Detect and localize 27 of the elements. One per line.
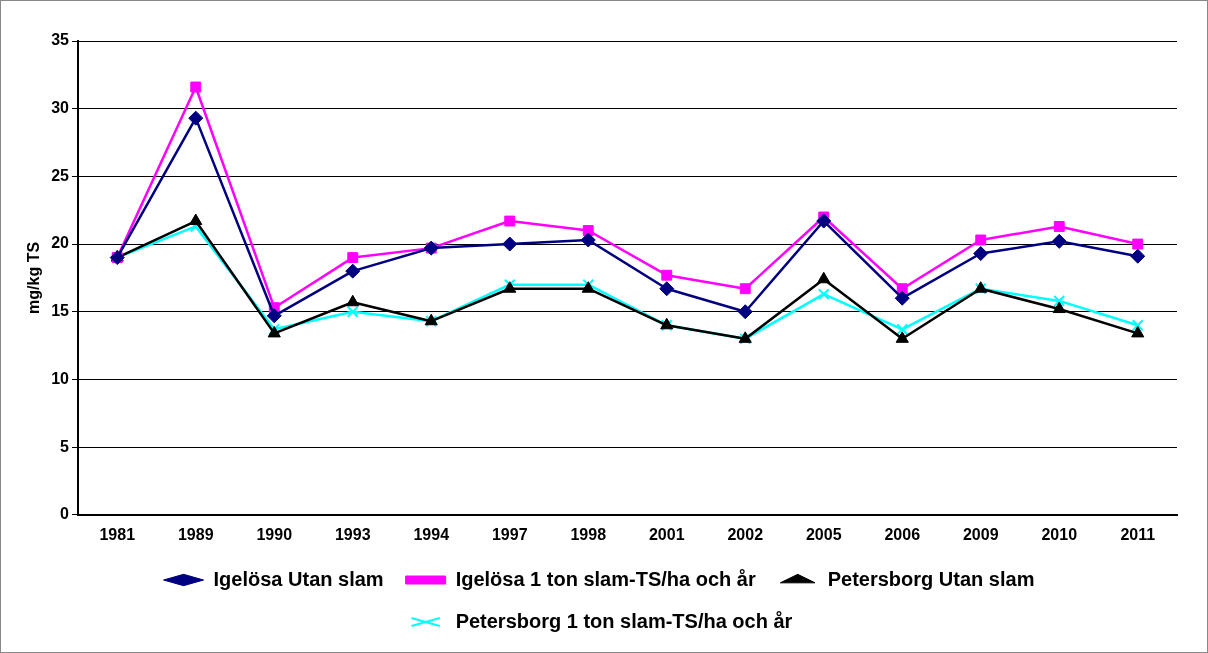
legend-label: Igelösa 1 ton slam-TS/ha och år xyxy=(455,567,756,590)
y-tick-label: 25 xyxy=(51,166,70,184)
y-tick-label: 20 xyxy=(51,234,70,252)
x-tick-label: 2001 xyxy=(648,525,685,543)
x-tick-label: 2009 xyxy=(962,525,999,543)
y-tick-label: 30 xyxy=(51,99,70,117)
x-tick-label: 1981 xyxy=(99,525,136,543)
x-tick-label: 1997 xyxy=(491,525,528,543)
y-tick-label: 35 xyxy=(51,31,70,49)
y-tick-label: 0 xyxy=(60,505,70,523)
x-tick-label: 2011 xyxy=(1120,525,1156,543)
y-axis-title: mg/kg TS xyxy=(25,241,43,314)
x-tick-label: 2005 xyxy=(805,525,842,543)
y-tick-label: 10 xyxy=(51,369,70,387)
y-tick-label: 5 xyxy=(60,437,70,455)
x-tick-label: 2006 xyxy=(884,525,921,543)
x-tick-label: 1998 xyxy=(570,525,607,543)
x-tick-label: 1990 xyxy=(256,525,293,543)
x-tick-label: 2002 xyxy=(727,525,764,543)
legend-label: Petersborg Utan slam xyxy=(827,567,1035,590)
x-tick-label: 1993 xyxy=(334,525,371,543)
x-tick-label: 1994 xyxy=(413,525,450,543)
y-tick-label: 15 xyxy=(51,302,70,320)
x-tick-label: 1989 xyxy=(177,525,214,543)
legend-label: Igelösa Utan slam xyxy=(213,567,384,590)
legend-label: Petersborg 1 ton slam-TS/ha och år xyxy=(455,609,793,632)
x-tick-label: 2010 xyxy=(1041,525,1078,543)
